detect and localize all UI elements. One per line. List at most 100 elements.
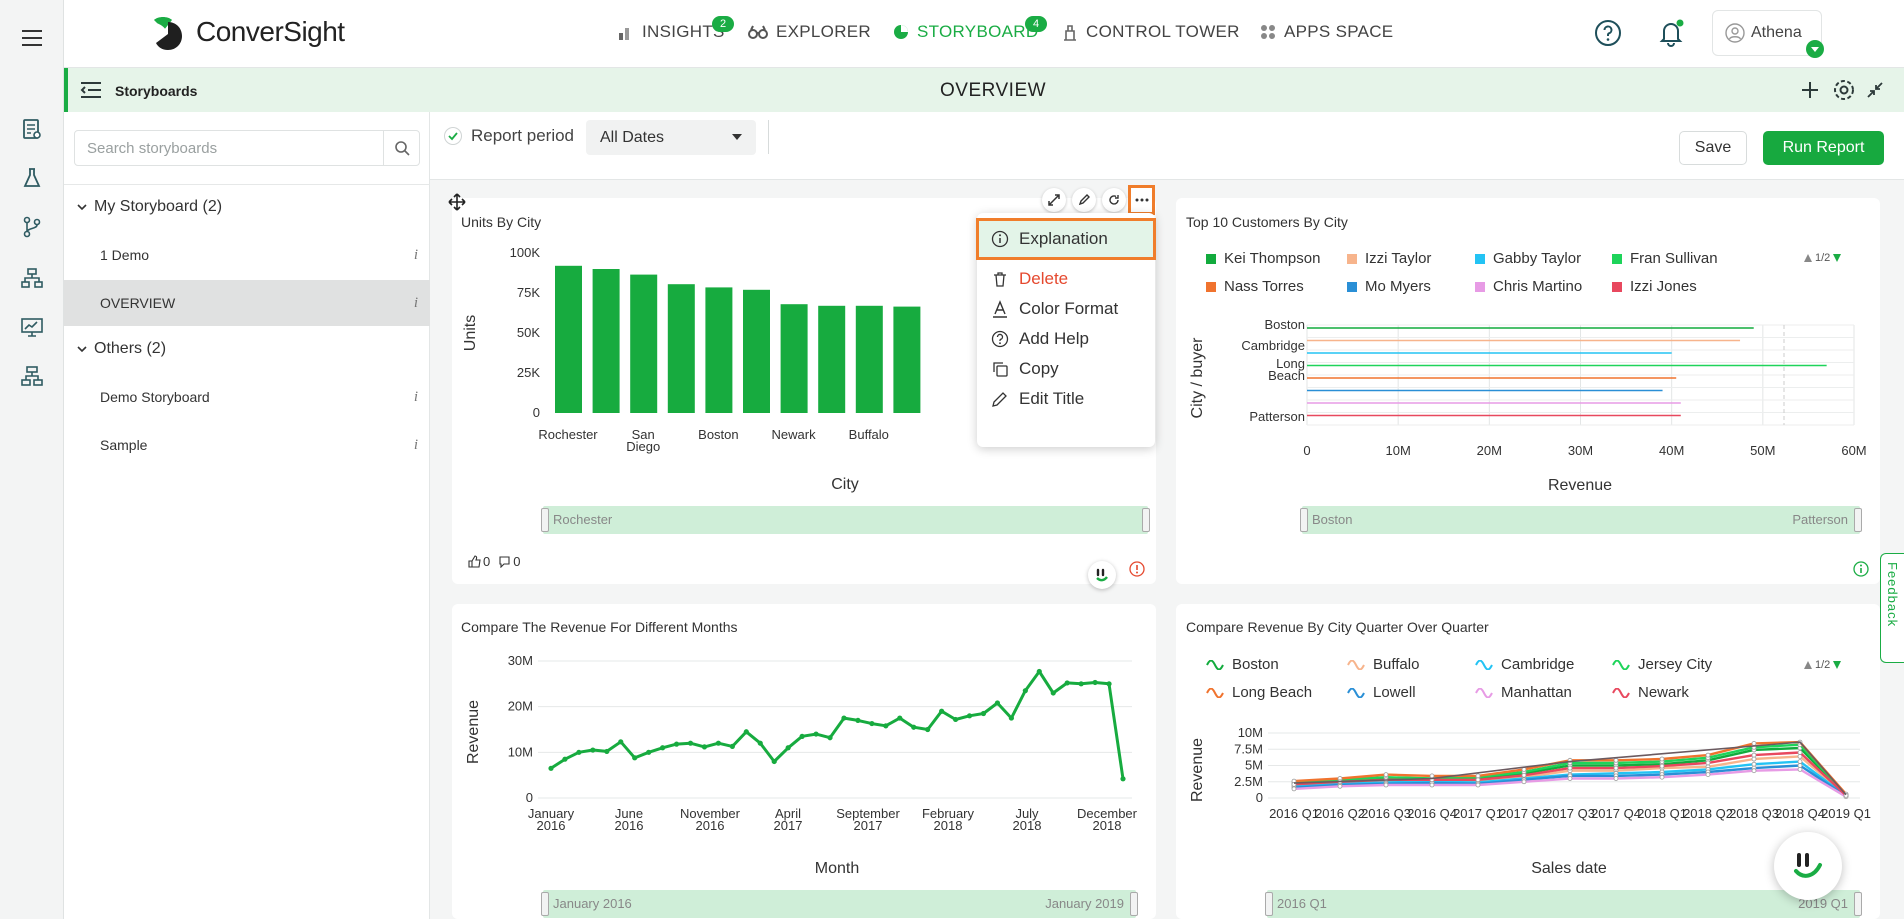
range-slider[interactable]: 2016 Q1 2019 Q1: [1265, 890, 1862, 918]
sidebar-item-sample[interactable]: Sample i: [64, 422, 430, 468]
pencil-icon: [992, 392, 1007, 407]
add-icon[interactable]: [1800, 80, 1820, 100]
legend-item[interactable]: Izzi Taylor: [1347, 250, 1431, 267]
slider-handle-left[interactable]: [1265, 892, 1273, 916]
legend-item[interactable]: Mo Myers: [1347, 278, 1431, 295]
lab-flask-icon[interactable]: [20, 166, 44, 190]
save-button[interactable]: Save: [1679, 131, 1747, 165]
menu-item-add-help[interactable]: Add Help: [987, 324, 1143, 354]
sidebar-item-overview[interactable]: OVERVIEW i: [64, 280, 430, 326]
run-report-button[interactable]: Run Report: [1763, 131, 1884, 165]
nav-insights[interactable]: INSIGHTS: [618, 20, 725, 44]
assistant-chat-button[interactable]: [1774, 832, 1842, 900]
user-menu[interactable]: Athena: [1712, 10, 1822, 56]
legend-item[interactable]: Buffalo: [1347, 656, 1419, 673]
range-slider[interactable]: Rochester: [541, 506, 1150, 534]
slider-handle-left[interactable]: [541, 892, 549, 916]
slider-handle-left[interactable]: [1300, 508, 1308, 532]
refresh-icon[interactable]: [1102, 188, 1126, 212]
slider-handle-right[interactable]: [1854, 508, 1862, 532]
hamburger-menu-icon[interactable]: [20, 26, 44, 50]
menu-item-edit-title[interactable]: Edit Title: [987, 384, 1143, 414]
legend-next-icon[interactable]: [1832, 660, 1842, 670]
nav-control-tower[interactable]: CONTROL TOWER: [1062, 20, 1240, 44]
info-icon[interactable]: i: [413, 247, 418, 263]
more-options-button[interactable]: [1128, 185, 1155, 215]
menu-item-explanation[interactable]: Explanation: [976, 218, 1156, 260]
legend-item[interactable]: Boston: [1206, 656, 1279, 673]
legend-item[interactable]: Newark: [1612, 684, 1689, 701]
search-button[interactable]: [383, 131, 419, 165]
notifications-bell-icon[interactable]: [1657, 19, 1685, 47]
report-period-select[interactable]: All Dates: [586, 120, 756, 155]
hierarchy-icon[interactable]: [20, 266, 44, 290]
conversight-logo[interactable]: ConverSight: [148, 14, 345, 50]
slider-handle-right[interactable]: [1142, 508, 1150, 532]
nav-storyboard[interactable]: STORYBOARD: [893, 20, 1038, 44]
legend-item[interactable]: Jersey City: [1612, 656, 1712, 673]
legend-item[interactable]: Gabby Taylor: [1475, 250, 1581, 267]
search-storyboards-input[interactable]: [75, 131, 375, 165]
legend-item[interactable]: Fran Sullivan: [1612, 250, 1718, 267]
help-icon[interactable]: [1594, 19, 1622, 47]
error-info-icon[interactable]: [1129, 561, 1145, 577]
menu-item-color-format[interactable]: Color Format: [987, 294, 1143, 324]
info-icon[interactable]: i: [413, 295, 418, 311]
insights-report-icon[interactable]: [20, 117, 44, 141]
legend-prev-icon[interactable]: [1803, 253, 1813, 263]
legend-prev-icon[interactable]: [1803, 660, 1813, 670]
legend-next-icon[interactable]: [1832, 253, 1842, 263]
info-icon[interactable]: [1853, 561, 1869, 577]
edit-pencil-icon[interactable]: [1072, 188, 1096, 212]
legend-page: 1/2: [1815, 659, 1831, 671]
slider-handle-left[interactable]: [541, 508, 549, 532]
data-point: [799, 733, 805, 739]
range-slider[interactable]: Boston Patterson: [1300, 506, 1862, 534]
data-point: [1050, 690, 1056, 696]
legend-item[interactable]: Cambridge: [1475, 656, 1574, 673]
toolbar-divider: [768, 120, 769, 154]
info-icon[interactable]: i: [413, 437, 418, 453]
y-axis-title: Units: [462, 315, 479, 351]
expand-icon[interactable]: [1042, 188, 1066, 212]
data-point: [1797, 759, 1803, 764]
menu-item-delete[interactable]: Delete: [987, 264, 1143, 294]
slider-handle-right[interactable]: [1854, 892, 1862, 916]
series-line: [1293, 741, 1847, 796]
chart-tools: [1042, 188, 1126, 212]
like-button[interactable]: 0: [468, 554, 490, 569]
menu-item-copy[interactable]: Copy: [987, 354, 1143, 384]
drag-move-icon[interactable]: [448, 193, 466, 211]
data-point: [1106, 681, 1112, 687]
comment-button[interactable]: 0: [498, 554, 520, 569]
legend-item[interactable]: Nass Torres: [1206, 278, 1304, 295]
legend-item[interactable]: Manhattan: [1475, 684, 1572, 701]
sidebar-item-1-demo[interactable]: 1 Demo i: [64, 232, 430, 278]
group-my-storyboard[interactable]: My Storyboard (2): [76, 198, 222, 216]
legend-item[interactable]: Izzi Jones: [1612, 278, 1697, 295]
bar: [592, 269, 620, 413]
branch-flow-icon[interactable]: [20, 215, 44, 239]
presentation-chart-icon[interactable]: [20, 315, 44, 339]
legend-item[interactable]: Chris Martino: [1475, 278, 1582, 295]
feedback-tab[interactable]: Feedback: [1880, 553, 1904, 663]
legend-item[interactable]: Kei Thompson: [1206, 250, 1320, 267]
sidebar-item-demo-storyboard[interactable]: Demo Storyboard i: [64, 374, 430, 420]
legend-item[interactable]: Lowell: [1347, 684, 1416, 701]
user-status-dropdown-icon[interactable]: [1806, 40, 1824, 58]
group-others[interactable]: Others (2): [76, 340, 166, 358]
nav-explorer[interactable]: EXPLORER: [748, 20, 871, 44]
range-slider[interactable]: January 2016 January 2019: [541, 890, 1138, 918]
data-point: [1064, 680, 1070, 686]
info-icon[interactable]: i: [413, 389, 418, 405]
assistant-mini-icon[interactable]: [1088, 561, 1116, 589]
org-structure-icon[interactable]: [20, 364, 44, 388]
settings-gear-icon[interactable]: [1832, 78, 1856, 102]
legend-item[interactable]: Long Beach: [1206, 684, 1312, 701]
storyboard-list-toggle-icon[interactable]: [80, 80, 102, 100]
collapse-arrows-icon[interactable]: [1867, 82, 1883, 98]
slider-handle-right[interactable]: [1130, 892, 1138, 916]
report-period-checkbox[interactable]: [444, 127, 462, 145]
nav-apps-space[interactable]: APPS SPACE: [1260, 20, 1393, 44]
